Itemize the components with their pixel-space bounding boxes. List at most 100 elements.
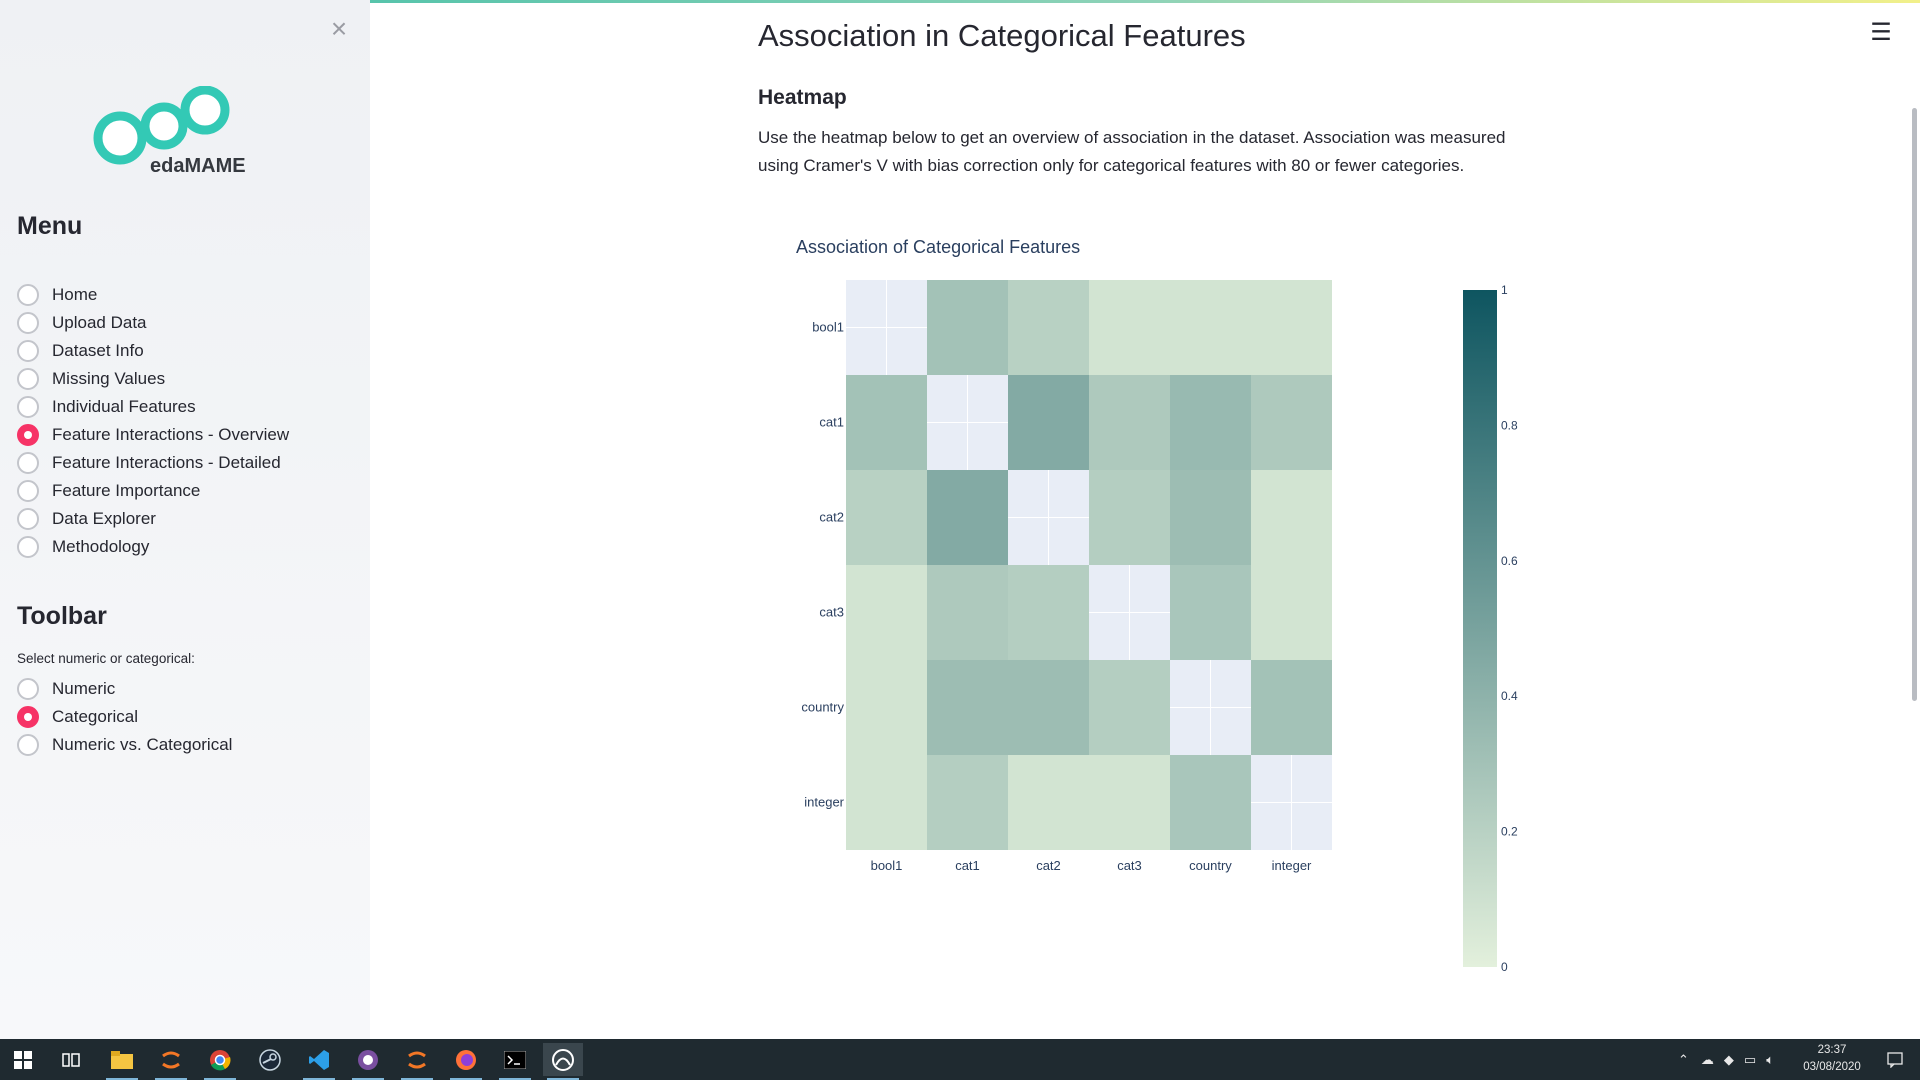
menu-item-dataset-info[interactable]: Dataset Info: [17, 337, 289, 365]
cloud-sync-icon[interactable]: ☁: [1700, 1051, 1714, 1067]
radio-button[interactable]: [17, 734, 39, 756]
heatmap-cell[interactable]: [1170, 375, 1251, 470]
radio-button[interactable]: [17, 678, 39, 700]
heatmap-cell[interactable]: [846, 660, 927, 755]
radio-button[interactable]: [17, 480, 39, 502]
missing-cell-gridlines: [1008, 470, 1089, 565]
radio-button[interactable]: [17, 312, 39, 334]
radio-button[interactable]: [17, 284, 39, 306]
heatmap-cell[interactable]: [1251, 565, 1332, 660]
menu-item-label: Feature Interactions - Overview: [52, 425, 290, 444]
terminal-icon[interactable]: [495, 1043, 535, 1080]
task-view-icon[interactable]: [51, 1043, 91, 1076]
page-title: Association in Categorical Features: [758, 18, 1246, 53]
toolbar-item-categorical[interactable]: Categorical: [17, 703, 232, 731]
missing-cell-gridlines: [1251, 755, 1332, 850]
volume-icon[interactable]: 🔈︎: [1766, 1051, 1775, 1067]
network-icon[interactable]: ▭: [1743, 1051, 1757, 1067]
file-explorer-icon[interactable]: [102, 1043, 142, 1080]
chevron-up-icon[interactable]: ⌃: [1678, 1051, 1689, 1067]
heatmap-cell[interactable]: [1008, 280, 1089, 375]
obs-icon[interactable]: [348, 1043, 388, 1080]
menu-item-methodology[interactable]: Methodology: [17, 533, 289, 561]
notification-icon[interactable]: [1880, 1039, 1910, 1080]
heatmap-cell[interactable]: [1089, 755, 1170, 850]
firefox-icon[interactable]: [446, 1043, 486, 1080]
radio-button[interactable]: [17, 340, 39, 362]
colorbar-tick-label: 1: [1501, 283, 1508, 297]
heatmap-cell[interactable]: [1089, 470, 1170, 565]
hamburger-menu-icon[interactable]: ☰: [1870, 19, 1892, 46]
heatmap-cell[interactable]: [1170, 470, 1251, 565]
taskbar-clock[interactable]: 23:37 03/08/2020: [1792, 1042, 1872, 1076]
heatmap-cell[interactable]: [1089, 660, 1170, 755]
heatmap-cell[interactable]: [927, 280, 1008, 375]
radio-button[interactable]: [17, 368, 39, 390]
heatmap-cell[interactable]: [1008, 375, 1089, 470]
menu-item-feature-interactions-detailed[interactable]: Feature Interactions - Detailed: [17, 449, 289, 477]
vscode-icon[interactable]: [299, 1043, 339, 1080]
menu-item-home[interactable]: Home: [17, 281, 289, 309]
heatmap-cell[interactable]: [1089, 280, 1170, 375]
colorbar-tick-label: 0.8: [1501, 418, 1518, 432]
heatmap-cell[interactable]: [1170, 755, 1251, 850]
radio-button[interactable]: [17, 536, 39, 558]
heatmap-cell[interactable]: [1008, 565, 1089, 660]
menu-item-label: Feature Interactions - Detailed: [52, 453, 281, 472]
heatmap-cell[interactable]: [846, 755, 927, 850]
clock-time: 23:37: [1817, 1044, 1847, 1056]
heatmap-cell[interactable]: [1251, 660, 1332, 755]
menu-item-label: Individual Features: [52, 397, 196, 416]
radio-button[interactable]: [17, 452, 39, 474]
heatmap-cell[interactable]: [1251, 470, 1332, 565]
menu-item-upload-data[interactable]: Upload Data: [17, 309, 289, 337]
heatmap-cell[interactable]: [846, 565, 927, 660]
heatmap-cell[interactable]: [846, 375, 927, 470]
x-tick-label: bool1: [871, 858, 903, 873]
heatmap-cell[interactable]: [927, 755, 1008, 850]
heatmap-cell[interactable]: [1170, 280, 1251, 375]
heatmap-cell[interactable]: [1089, 375, 1170, 470]
heatmap-cell[interactable]: [1008, 755, 1089, 850]
menu-item-feature-interactions-overview[interactable]: Feature Interactions - Overview: [17, 421, 289, 449]
top-decoration-bar: [0, 0, 1920, 3]
colorbar-tick-label: 0.4: [1501, 689, 1518, 703]
close-sidebar-icon[interactable]: ×: [330, 13, 348, 44]
heatmap-cell[interactable]: [1251, 280, 1332, 375]
heatmap-cell[interactable]: [927, 470, 1008, 565]
heatmap-cell[interactable]: [927, 660, 1008, 755]
heatmap-cell[interactable]: [1170, 565, 1251, 660]
x-tick-label: cat3: [1117, 858, 1142, 873]
jupyter-icon[interactable]: [151, 1043, 191, 1080]
menu-item-feature-importance[interactable]: Feature Importance: [17, 477, 289, 505]
y-tick-label: country: [801, 700, 844, 715]
radio-button-selected[interactable]: [17, 424, 39, 446]
x-tick-label: integer: [1272, 858, 1312, 873]
menu-item-individual-features[interactable]: Individual Features: [17, 393, 289, 421]
menu-item-label: Feature Importance: [52, 481, 201, 500]
radio-button[interactable]: [17, 396, 39, 418]
anaconda-icon[interactable]: [543, 1043, 583, 1080]
chrome-icon[interactable]: [200, 1043, 240, 1080]
steam-icon[interactable]: [250, 1043, 290, 1076]
colorbar-tick-label: 0.6: [1501, 554, 1518, 568]
sidebar: × edaMAME Menu Home Upload Data Dataset …: [0, 0, 370, 1039]
heatmap-cell[interactable]: [846, 470, 927, 565]
page-scrollbar[interactable]: [1912, 108, 1917, 701]
heatmap-chart: Association of Categorical Features bool…: [760, 226, 1540, 1006]
toolbar-radio-group: Numeric Categorical Numeric vs. Categori…: [17, 675, 232, 759]
menu-item-data-explorer[interactable]: Data Explorer: [17, 505, 289, 533]
menu-item-missing-values[interactable]: Missing Values: [17, 365, 289, 393]
heatmap-cell[interactable]: [927, 565, 1008, 660]
toolbar-item-numeric-vs-categorical[interactable]: Numeric vs. Categorical: [17, 731, 232, 759]
radio-button-selected[interactable]: [17, 706, 39, 728]
radio-button[interactable]: [17, 508, 39, 530]
menu-item-label: Methodology: [52, 537, 150, 556]
heatmap-cell[interactable]: [1251, 375, 1332, 470]
edamame-logo-graphic: edaMAME: [93, 85, 246, 177]
dropbox-icon[interactable]: ◆: [1723, 1051, 1734, 1067]
toolbar-item-numeric[interactable]: Numeric: [17, 675, 232, 703]
windows-start-icon[interactable]: [3, 1043, 43, 1076]
jupyter-icon-2[interactable]: [397, 1043, 437, 1080]
heatmap-cell[interactable]: [1008, 660, 1089, 755]
